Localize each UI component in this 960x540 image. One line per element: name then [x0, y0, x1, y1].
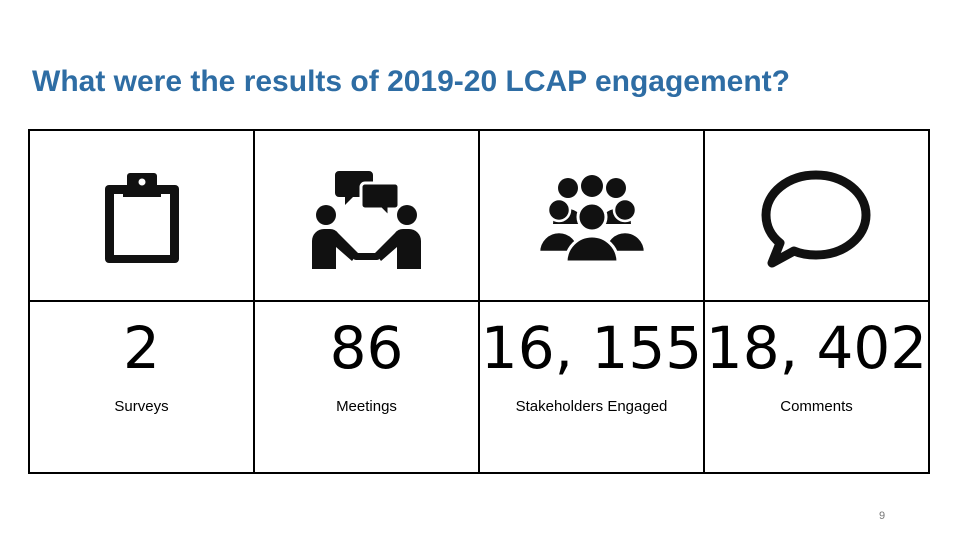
people-group-icon — [537, 174, 646, 263]
stat-value: 16, 155 — [480, 314, 703, 382]
stat-cell-meetings: 86 Meetings — [255, 302, 480, 472]
stat-label: Comments — [780, 398, 853, 415]
stats-table: 2 Surveys 86 Meetings 16, 155 Stakeholde… — [28, 129, 930, 474]
stat-cell-comments: 18, 402 Comments — [705, 302, 928, 472]
stat-value: 2 — [123, 314, 160, 382]
stat-value: 18, 402 — [705, 314, 928, 382]
slide-number: 9 — [878, 510, 886, 522]
stat-cell-surveys: 2 Surveys — [30, 302, 255, 472]
stat-cell-stakeholders: 16, 155 Stakeholders Engaged — [480, 302, 705, 472]
icon-cell-meetings — [255, 131, 480, 302]
icon-cell-stakeholders — [480, 131, 705, 302]
slide-title: What were the results of 2019-20 LCAP en… — [32, 65, 790, 98]
stat-label: Stakeholders Engaged — [515, 398, 668, 415]
clipboard-icon — [104, 172, 179, 263]
stat-value: 86 — [329, 314, 404, 382]
meeting-icon — [312, 170, 421, 269]
icon-cell-surveys — [30, 131, 255, 302]
stat-label: Surveys — [114, 398, 169, 415]
icon-cell-comments — [705, 131, 928, 302]
speech-bubble-icon — [761, 170, 871, 267]
stat-label: Meetings — [336, 398, 397, 415]
